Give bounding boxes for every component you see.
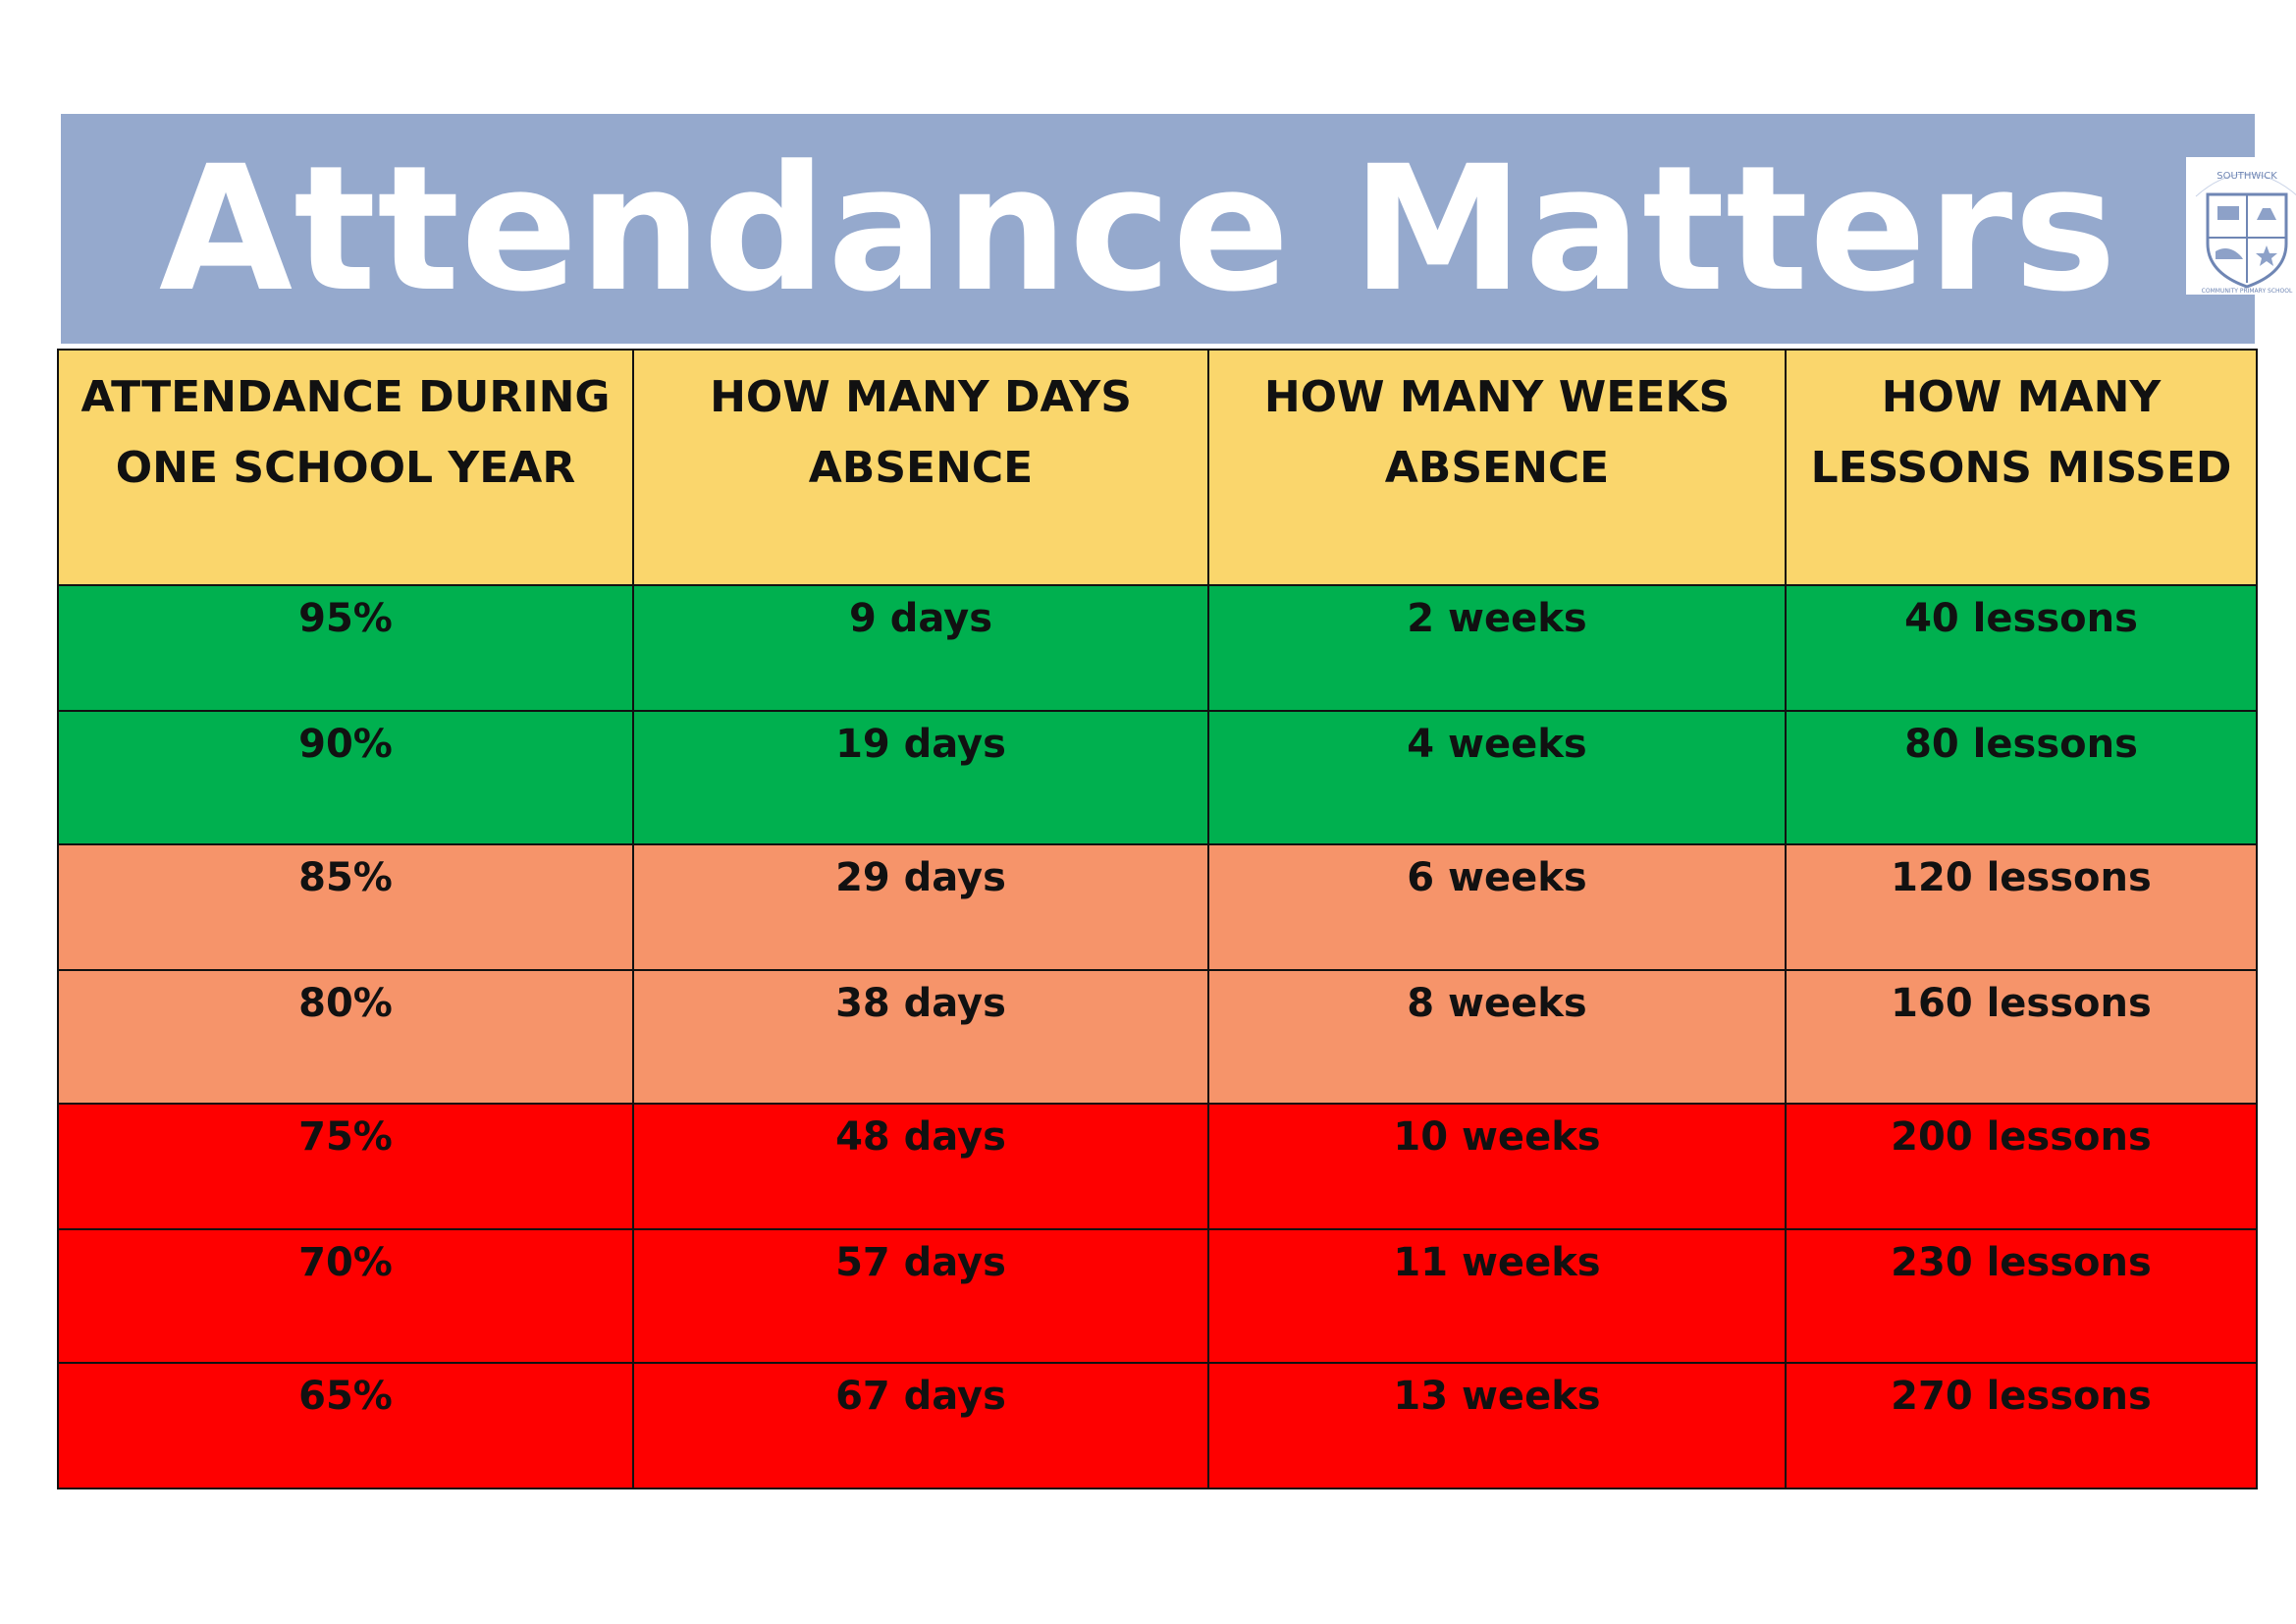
weeks-cell: 2 weeks — [1207, 584, 1787, 712]
weeks-cell: 4 weeks — [1207, 710, 1787, 845]
weeks-cell: 13 weeks — [1207, 1362, 1787, 1489]
table-row: 90% 19 days 4 weeks 80 lessons — [57, 710, 2258, 845]
table-row: 75% 48 days 10 weeks 200 lessons — [57, 1103, 2258, 1230]
header-line: HOW MANY DAYS — [710, 372, 1132, 422]
school-crest-logo: SOUTHWICK COMMUNITY PRIMARY SCHOOL — [2186, 157, 2296, 295]
table-header-row: ATTENDANCE DURING ONE SCHOOL YEAR HOW MA… — [57, 349, 2258, 586]
header-line: ONE SCHOOL YEAR — [115, 443, 576, 493]
days-cell: 38 days — [632, 969, 1209, 1105]
table-row: 65% 67 days 13 weeks 270 lessons — [57, 1362, 2258, 1489]
svg-text:COMMUNITY PRIMARY SCHOOL: COMMUNITY PRIMARY SCHOOL — [2202, 288, 2293, 295]
header-line: HOW MANY WEEKS — [1263, 372, 1731, 422]
lessons-cell: 80 lessons — [1785, 710, 2258, 845]
svg-text:SOUTHWICK: SOUTHWICK — [2216, 171, 2277, 182]
page-title: Attendance Matters — [158, 128, 2118, 330]
weeks-cell: 10 weeks — [1207, 1103, 1787, 1230]
days-cell: 9 days — [632, 584, 1209, 712]
days-cell: 48 days — [632, 1103, 1209, 1230]
days-cell: 67 days — [632, 1362, 1209, 1489]
lessons-cell: 160 lessons — [1785, 969, 2258, 1105]
lessons-cell: 230 lessons — [1785, 1228, 2258, 1364]
days-cell: 57 days — [632, 1228, 1209, 1364]
attendance-cell: 75% — [57, 1103, 634, 1230]
attendance-cell: 90% — [57, 710, 634, 845]
header-line: ABSENCE — [808, 443, 1034, 493]
table-row: 95% 9 days 2 weeks 40 lessons — [57, 584, 2258, 712]
attendance-cell: 95% — [57, 584, 634, 712]
header-line: ATTENDANCE DURING — [80, 372, 611, 422]
attendance-cell: 65% — [57, 1362, 634, 1489]
lessons-cell: 200 lessons — [1785, 1103, 2258, 1230]
days-cell: 29 days — [632, 843, 1209, 971]
title-banner: Attendance Matters SOUTHWICK COMMUNITY P… — [61, 114, 2296, 344]
weeks-cell: 11 weeks — [1207, 1228, 1787, 1364]
table-row: 70% 57 days 11 weeks 230 lessons — [57, 1228, 2258, 1364]
header-lessons-missed: HOW MANY LESSONS MISSED — [1785, 349, 2258, 586]
attendance-cell: 70% — [57, 1228, 634, 1364]
days-cell: 19 days — [632, 710, 1209, 845]
header-days-absence: HOW MANY DAYS ABSENCE — [632, 349, 1209, 586]
lessons-cell: 40 lessons — [1785, 584, 2258, 712]
table-row: 80% 38 days 8 weeks 160 lessons — [57, 969, 2258, 1105]
attendance-table: ATTENDANCE DURING ONE SCHOOL YEAR HOW MA… — [57, 349, 2258, 1489]
header-line: HOW MANY — [1881, 372, 2162, 422]
lessons-cell: 120 lessons — [1785, 843, 2258, 971]
weeks-cell: 6 weeks — [1207, 843, 1787, 971]
header-line: ABSENCE — [1384, 443, 1610, 493]
lessons-cell: 270 lessons — [1785, 1362, 2258, 1489]
attendance-cell: 80% — [57, 969, 634, 1105]
attendance-cell: 85% — [57, 843, 634, 971]
header-weeks-absence: HOW MANY WEEKS ABSENCE — [1207, 349, 1787, 586]
weeks-cell: 8 weeks — [1207, 969, 1787, 1105]
table-row: 85% 29 days 6 weeks 120 lessons — [57, 843, 2258, 971]
header-attendance: ATTENDANCE DURING ONE SCHOOL YEAR — [57, 349, 634, 586]
header-line: LESSONS MISSED — [1810, 443, 2232, 493]
